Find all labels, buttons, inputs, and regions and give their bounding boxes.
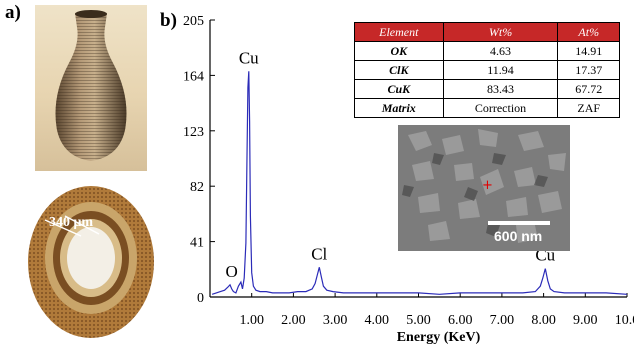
x-axis-title: Energy (KeV) [397,330,481,345]
cell-element: Matrix [354,98,444,118]
y-tick-label: 41 [190,236,204,251]
panel-a-label: a) [5,2,21,23]
sem-scale-label: 600 nm [494,228,543,244]
cell-wt: 11.94 [442,60,559,80]
header-at-percent: At% [557,22,620,42]
vase-photo [35,5,147,171]
spectrum-line [211,71,628,295]
composition-table: Element Wt% At% OK 4.63 14.91 ClK 11.94 … [354,22,620,118]
sem-texture [398,125,570,251]
peak-label: Cu [239,48,259,67]
x-tick-label: 8.00 [531,313,556,328]
ring-thickness-label: 340 μm [49,215,93,230]
ring-cross-section-photo: 340 μm [25,176,157,342]
table-row: OK 4.63 14.91 [354,41,620,61]
table-row: CuK 83.43 67.72 [354,79,620,99]
cell-element: ClK [354,60,444,80]
x-tick-label: 10.0 [615,313,634,328]
header-wt-percent: Wt% [442,22,559,42]
y-tick-label: 0 [197,291,204,306]
sem-micrograph-inset: + 600 nm [398,125,570,251]
ring-illustration: 340 μm [28,186,154,338]
panel-b-label: b) [160,10,177,31]
x-tick-label: 7.00 [490,313,515,328]
composition-table-header-row: Element Wt% At% [354,22,620,42]
header-element: Element [354,22,444,42]
x-tick-label: 6.00 [448,313,473,328]
cell-at: 67.72 [557,79,620,99]
x-tick-label: 9.00 [573,313,598,328]
table-row: ClK 11.94 17.37 [354,60,620,80]
cell-element: OK [354,41,444,61]
cell-at: ZAF [557,98,620,118]
x-tick-label: 4.00 [365,313,390,328]
peak-label: Cl [311,244,327,263]
table-row: Matrix Correction ZAF [354,98,620,118]
y-tick-label: 123 [183,125,204,140]
cell-wt: 83.43 [442,79,559,99]
vase-illustration [55,10,127,161]
x-tick-label: 1.00 [239,313,264,328]
cell-at: 17.37 [557,60,620,80]
y-tick-label: 82 [190,180,204,195]
x-tick-label: 5.00 [406,313,431,328]
cell-wt: Correction [442,98,559,118]
peak-label: O [226,262,238,281]
cell-element: CuK [354,79,444,99]
sem-analysis-point-marker: + [482,178,493,193]
cell-wt: 4.63 [442,41,559,61]
sem-scale-bar [488,221,550,225]
cell-at: 14.91 [557,41,620,61]
x-tick-label: 2.00 [281,313,306,328]
y-tick-label: 164 [183,69,204,84]
y-tick-label: 205 [183,14,204,29]
x-tick-label: 3.00 [323,313,348,328]
